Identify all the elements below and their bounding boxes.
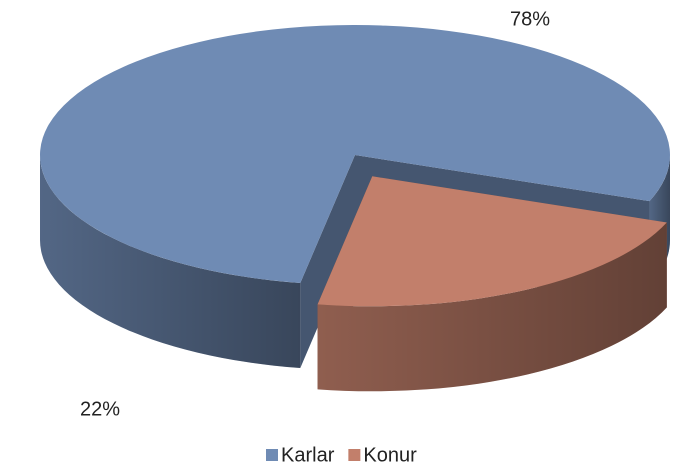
slice-side-shade	[40, 155, 301, 369]
slice-wall	[300, 155, 355, 369]
legend-swatch	[348, 449, 361, 461]
legend-label: Karlar	[281, 444, 335, 466]
legend-swatch	[266, 449, 278, 461]
legend-label: Konur	[363, 444, 417, 466]
data-label: 22%	[80, 398, 120, 420]
pie-slice	[39, 25, 670, 284]
pie-slice	[317, 176, 667, 307]
data-label: 78%	[510, 8, 550, 30]
slice-side-shade	[317, 222, 667, 392]
